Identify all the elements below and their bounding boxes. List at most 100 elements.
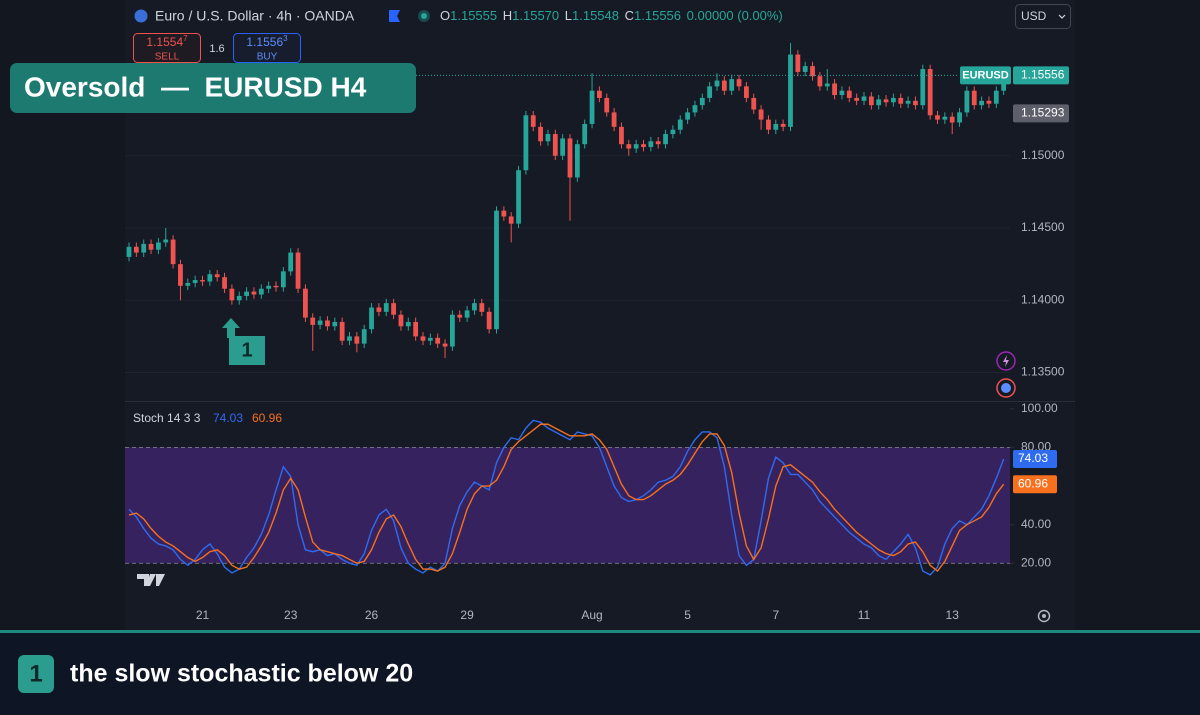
candle-body bbox=[773, 123, 779, 130]
x-tick-label: 5 bbox=[684, 608, 691, 622]
buy-price-pip[interactable]: 3 bbox=[283, 34, 288, 43]
candle-body bbox=[141, 243, 147, 253]
candle-body bbox=[817, 76, 823, 87]
sell-price-main[interactable]: 1.1554 bbox=[146, 35, 183, 49]
candle-body bbox=[920, 69, 926, 106]
buy-button[interactable]: 1.15563 BUY bbox=[233, 33, 301, 63]
currency-box[interactable] bbox=[1015, 4, 1071, 29]
alert-icon-bolt[interactable] bbox=[1003, 355, 1009, 367]
candle-body bbox=[714, 80, 720, 87]
candle-body bbox=[744, 86, 749, 98]
x-tick-label: 13 bbox=[946, 608, 960, 622]
ohlc-value: 1.15555 bbox=[450, 8, 497, 23]
candle-body bbox=[846, 90, 852, 98]
y-tick-label: 100.00 bbox=[1021, 401, 1058, 415]
candle-body bbox=[273, 285, 279, 288]
candle-body bbox=[626, 144, 632, 149]
annotation-arrow bbox=[222, 318, 240, 338]
candle-body bbox=[795, 54, 801, 72]
x-tick-label: 21 bbox=[196, 608, 210, 622]
candle-body bbox=[729, 79, 735, 91]
buy-price-main[interactable]: 1.1556 bbox=[246, 35, 283, 49]
candle-body bbox=[913, 100, 918, 106]
ohlc-label: C bbox=[625, 8, 634, 23]
candle-body bbox=[868, 96, 874, 106]
sell-price-pip[interactable]: 7 bbox=[183, 34, 188, 43]
symbol-tag bbox=[960, 66, 1011, 85]
candle-body bbox=[824, 83, 830, 87]
candle-body bbox=[582, 123, 588, 145]
footer-badge-label: 1 bbox=[29, 660, 42, 687]
candle-body bbox=[258, 288, 264, 295]
indicator-value: 74.03 bbox=[213, 411, 243, 425]
settings-icon-center[interactable] bbox=[1042, 614, 1046, 618]
ohlc-label: O bbox=[440, 8, 450, 23]
candle-body bbox=[685, 112, 690, 120]
candle-body bbox=[317, 320, 323, 325]
currency-select[interactable]: USD bbox=[1015, 4, 1071, 29]
symbol-icon bbox=[134, 9, 148, 23]
value-tag-label: 74.03 bbox=[1018, 451, 1048, 465]
candle-body bbox=[222, 277, 227, 289]
candle-body bbox=[699, 97, 705, 106]
stoch-line bbox=[128, 423, 1005, 573]
candle-body bbox=[133, 246, 139, 253]
sell-box[interactable] bbox=[133, 33, 201, 63]
candle-body bbox=[280, 271, 286, 288]
candle-body bbox=[156, 242, 161, 250]
band-fill bbox=[125, 447, 1010, 564]
candle-body bbox=[464, 310, 470, 318]
candle-body bbox=[494, 210, 499, 330]
candle-body bbox=[766, 119, 771, 130]
event-icon-flag[interactable] bbox=[1001, 383, 1011, 393]
candle-body bbox=[178, 264, 183, 286]
candle-body bbox=[927, 69, 933, 116]
candle-body bbox=[876, 99, 882, 106]
candle-body bbox=[655, 141, 661, 145]
banner-text: Oversold — EURUSD H4 bbox=[24, 71, 367, 102]
buy-price[interactable]: 1.15563 bbox=[246, 34, 288, 49]
candle-body bbox=[567, 138, 573, 178]
annotation-label: 1 bbox=[241, 339, 252, 361]
candle-body bbox=[391, 303, 396, 315]
flag-icon bbox=[389, 10, 400, 22]
candle-body bbox=[891, 97, 896, 103]
dropdown-caret[interactable] bbox=[1058, 14, 1066, 19]
candle-body bbox=[641, 144, 646, 148]
buy-label[interactable]: BUY bbox=[257, 52, 278, 63]
candle-body bbox=[266, 285, 272, 289]
candle-body bbox=[413, 321, 419, 337]
candle-body bbox=[552, 134, 558, 156]
candle-body bbox=[339, 321, 345, 341]
symbol-tag-label: EURUSD bbox=[962, 69, 1009, 81]
candle-body bbox=[303, 288, 308, 318]
candle-body bbox=[663, 134, 668, 145]
y-tick-label: 20.00 bbox=[1021, 555, 1051, 569]
sell-label[interactable]: SELL bbox=[155, 52, 180, 63]
y-tick-label: 1.14000 bbox=[1021, 292, 1065, 306]
footer bbox=[0, 633, 1200, 715]
candle-body bbox=[442, 343, 448, 347]
buy-box[interactable] bbox=[233, 33, 301, 63]
candle-body bbox=[677, 119, 683, 130]
candle-body bbox=[163, 239, 169, 243]
candle-body bbox=[347, 336, 352, 341]
x-tick-label: 11 bbox=[858, 608, 871, 622]
candle-body bbox=[633, 144, 639, 149]
candle-body bbox=[986, 100, 992, 104]
candle-body bbox=[369, 307, 374, 330]
currency-label[interactable]: USD bbox=[1021, 9, 1047, 23]
candle-body bbox=[788, 54, 793, 127]
candle-body bbox=[538, 126, 543, 142]
candle-body bbox=[589, 90, 595, 124]
indicator-title: Stoch 14 3 3 bbox=[133, 411, 201, 425]
candle-body bbox=[964, 90, 970, 113]
y-tick-label: 40.00 bbox=[1021, 517, 1051, 531]
sell-price[interactable]: 1.15547 bbox=[146, 34, 188, 49]
settings-icon[interactable] bbox=[1037, 609, 1051, 623]
sell-button[interactable]: 1.15547 SELL bbox=[133, 33, 201, 63]
candle-body bbox=[325, 320, 330, 327]
candle-body bbox=[200, 280, 205, 282]
candle-body bbox=[839, 90, 845, 96]
